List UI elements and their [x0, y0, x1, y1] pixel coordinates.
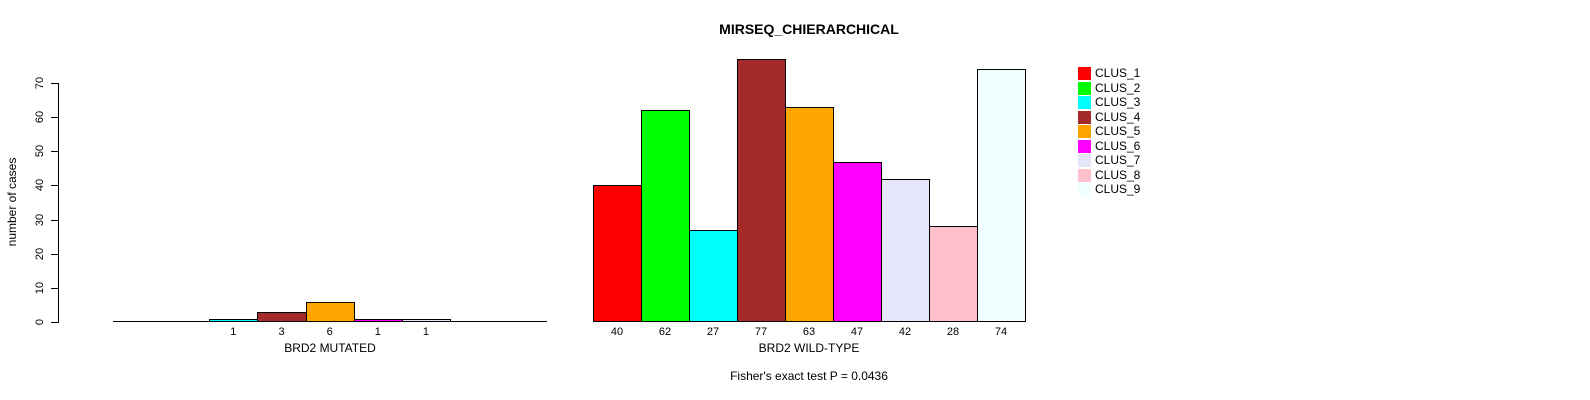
legend-item: CLUS_9	[1078, 183, 1168, 197]
bar-clus_8	[929, 226, 978, 322]
legend-item: CLUS_7	[1078, 154, 1168, 168]
bar-clus_3	[689, 230, 738, 322]
bar-count-label: 1	[230, 326, 237, 338]
bar-count-label: 74	[994, 326, 1008, 338]
legend-swatch	[1078, 139, 1091, 153]
bar-clus_5	[785, 107, 834, 322]
legend-item: CLUS_1	[1078, 67, 1168, 81]
legend-swatch	[1078, 125, 1091, 138]
legend-swatch	[1078, 183, 1091, 196]
legend-label: CLUS_9	[1095, 182, 1141, 196]
legend-label: CLUS_4	[1095, 109, 1141, 124]
legend-label: CLUS_7	[1095, 153, 1141, 167]
y-axis-tick	[51, 253, 58, 255]
legend-swatch	[1078, 154, 1091, 167]
y-axis-tick	[51, 219, 58, 221]
legend-swatch	[1078, 81, 1091, 95]
bar-count-label: 27	[706, 326, 720, 338]
bar-count-label: 62	[658, 326, 672, 338]
chart-title: MIRSEQ_CHIERARCHICAL	[719, 21, 899, 37]
legend-label: CLUS_2	[1095, 80, 1141, 95]
bar-count-label: 1	[422, 326, 430, 338]
x-axis-label-wildtype: BRD2 WILD-TYPE	[758, 341, 860, 355]
bar-clus_6	[833, 162, 882, 322]
legend-swatch	[1078, 110, 1091, 124]
bar-count-label: 3	[278, 326, 285, 338]
legend-label: CLUS_8	[1095, 167, 1141, 182]
legend-label: CLUS_3	[1095, 95, 1141, 109]
bar-count-label: 42	[898, 326, 912, 338]
legend-item: CLUS_8	[1078, 167, 1168, 183]
legend-swatch	[1078, 67, 1091, 80]
bar-clus_3	[209, 319, 259, 322]
bar-count-label: 77	[754, 326, 768, 338]
y-axis-tick	[51, 185, 58, 187]
y-axis-line	[58, 83, 59, 323]
y-axis-tick	[51, 322, 58, 323]
y-axis-tick	[51, 287, 58, 289]
bar-clus_6	[353, 319, 403, 322]
bar-clus_7	[401, 319, 452, 322]
bar-clus_4	[737, 59, 786, 322]
y-axis-tick-label: 50	[34, 145, 46, 158]
y-axis-tick-label: 10	[34, 281, 46, 294]
y-axis-tick-label: 0	[34, 318, 46, 326]
y-axis-tick-label: 30	[34, 213, 46, 226]
legend-item: CLUS_3	[1078, 96, 1168, 110]
y-axis-tick	[51, 151, 58, 153]
legend-item: CLUS_2	[1078, 80, 1168, 96]
legend-label: CLUS_6	[1095, 138, 1141, 153]
fisher-test-annotation: Fisher's exact test P = 0.0436	[730, 369, 888, 383]
legend-item: CLUS_4	[1078, 109, 1168, 125]
bar-count-label: 40	[610, 326, 624, 338]
y-axis-tick-label: 60	[34, 111, 46, 124]
bar-clus_4	[257, 312, 307, 322]
bar-count-label: 63	[802, 326, 816, 338]
y-axis-label: number of cases	[5, 157, 19, 247]
legend-item: CLUS_5	[1078, 125, 1168, 139]
y-axis-tick-label: 70	[34, 76, 46, 90]
bar-clus_2	[641, 110, 690, 322]
bar-clus_5	[305, 302, 355, 322]
bar-count-label: 28	[946, 326, 960, 338]
y-axis-tick-label: 40	[34, 179, 46, 192]
legend-item: CLUS_6	[1078, 138, 1168, 154]
bar-count-label: 1	[374, 326, 381, 338]
legend-label: CLUS_1	[1095, 66, 1141, 80]
legend-label: CLUS_5	[1095, 124, 1141, 138]
legend-swatch	[1078, 168, 1091, 182]
y-axis-tick	[51, 82, 58, 84]
x-axis-label-mutated: BRD2 MUTATED	[284, 341, 376, 355]
y-axis-tick-label: 20	[34, 247, 46, 260]
legend-swatch	[1078, 96, 1091, 109]
bar-clus_7	[881, 179, 930, 322]
bar-clus_9	[977, 69, 1026, 322]
bar-count-label: 47	[850, 326, 864, 338]
y-axis-tick	[51, 117, 58, 119]
bar-count-label: 6	[326, 326, 333, 338]
bar-clus_1	[593, 185, 642, 322]
